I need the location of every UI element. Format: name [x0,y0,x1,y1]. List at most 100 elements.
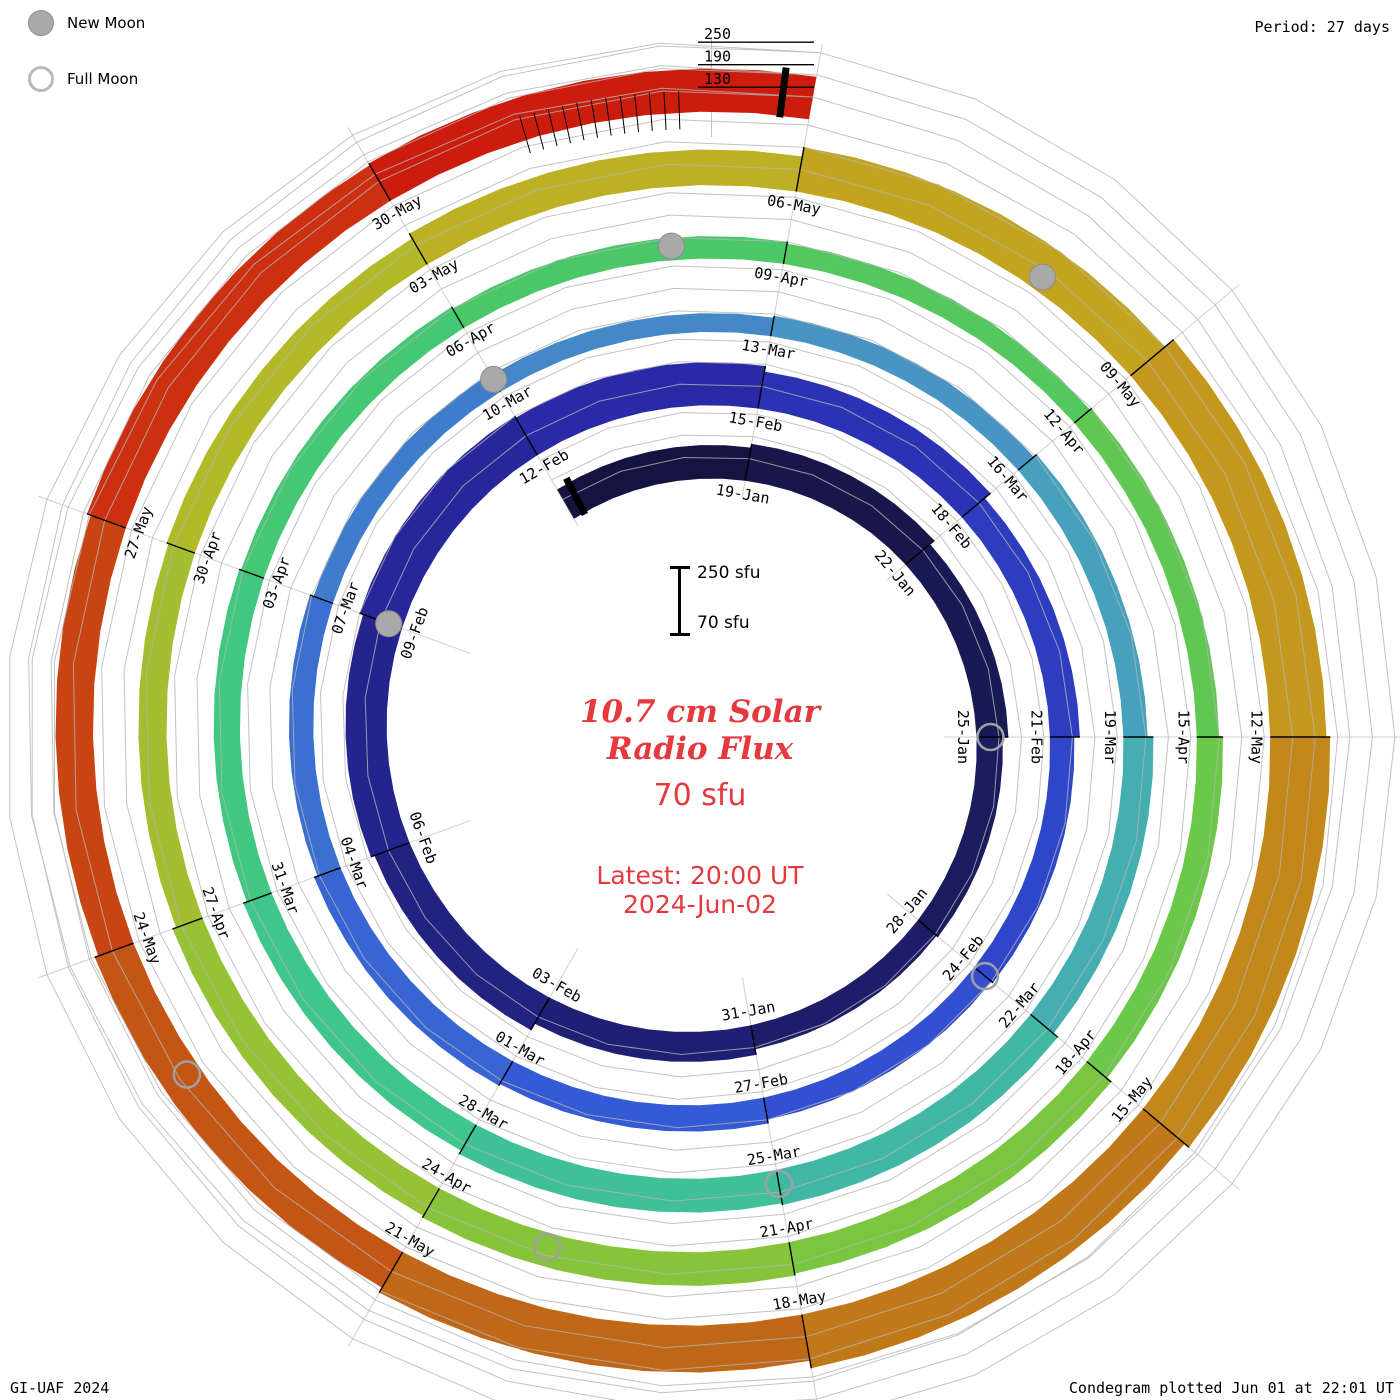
full-moon-marker [970,961,1000,991]
spiral-start-cap [563,476,589,517]
flux-segment-03-Feb [374,842,550,1031]
full-moon-icon [28,66,54,92]
flux-segment-30-Apr [166,238,428,554]
chart-title-line1: 10.7 cm Solar [579,694,821,730]
flux-segment-22-Jan [905,544,1009,737]
flux-segment-07-Mar [313,373,501,604]
flux-scale-labels: 250 sfu 70 sfu [697,563,760,633]
full-moon-marker [172,1060,202,1089]
current-flux-value: 70 sfu [653,778,747,813]
date-label: 13-Mar [740,336,796,363]
flux-segment-28-Mar [243,893,477,1151]
new-moon-marker [657,232,685,260]
flux-scale: 250 sfu 70 sfu [669,563,760,636]
new-moon-marker [480,365,508,393]
radial-axis: 130 190 250 [698,25,814,88]
flux-segment-21-May [94,943,403,1288]
flux-segment-27-Feb [499,1061,769,1132]
scale-max-label: 250 sfu [697,563,761,583]
flux-segment-21-Feb [974,737,1075,983]
flux-segment-18-May [379,1252,810,1373]
radial-axis-label: 250 [704,25,731,43]
date-label: 25-Jan [954,710,972,764]
flux-segment-30-May [368,68,817,201]
flux-segment-24-May [55,515,134,956]
flux-segment-03-May [409,149,803,265]
date-label: 09-Apr [753,264,809,291]
flux-segment-27-May [87,165,391,528]
flux-segment-10-Mar [491,313,774,392]
date-label: 06-May [766,191,822,218]
full-moon-legend-item: Full Moon [28,64,145,94]
flux-segment-12-May [1143,737,1331,1148]
flux-scale-ibeam [669,566,690,636]
flux-gridlines [9,42,1396,1400]
date-label: 21-Apr [758,1214,814,1241]
date-label: 15-Feb [727,408,783,435]
flux-segment-28-Jan [750,920,937,1050]
date-label: 21-Feb [1027,710,1045,764]
latest-date-label: 2024-Jun-02 [623,890,777,919]
flux-segment-18-Feb [961,498,1080,737]
flux-segment-18-Apr [789,1061,1112,1274]
flux-segment-12-Feb [515,362,766,456]
flux-segment-01-Mar [314,867,513,1086]
date-label: 15-Apr [1174,710,1192,764]
flux-segment-24-Feb [763,967,992,1120]
flux-segment-04-Mar [289,595,341,877]
flux-segment-19-Jan [745,443,935,565]
flux-segment-06-Feb [345,614,410,857]
new-moon-marker [1028,263,1056,291]
flux-segment-25-Mar [459,1124,783,1213]
moon-legend: New Moon Full Moon [28,8,145,120]
flux-segment-16-Jan [557,445,751,519]
flux-segment-09-May [1130,339,1327,737]
flux-segment-31-Jan [534,997,757,1062]
chart-center-text: 10.7 cm Solar Radio Flux 70 sfu Latest: … [380,694,1020,919]
date-label: 31-Jan [720,998,776,1025]
radial-axis-label: 130 [704,70,731,88]
flux-segment-03-Apr [240,306,464,579]
full-moon-label: Full Moon [67,70,139,88]
date-label: 27-Feb [733,1070,789,1097]
full-moon-marker [533,1232,562,1262]
credit-label: GI-UAF 2024 [10,1379,110,1397]
flux-segment-06-May [796,147,1166,376]
flux-segment-31-Mar [213,569,272,902]
plotted-timestamp: Condegram plotted Jun 01 at 22:01 UT [1068,1379,1394,1397]
new-moon-label: New Moon [67,14,146,32]
flux-segment-15-May [801,1108,1185,1369]
flux-segment-25-Jan [918,737,1003,937]
date-label: 18-May [771,1287,827,1314]
flux-segment-09-Feb [359,416,538,629]
flux-segment-13-Mar [770,315,1034,471]
new-moon-legend-item: New Moon [28,8,145,38]
date-label: 12-May [1248,710,1266,764]
date-label: 25-Mar [746,1142,802,1169]
new-moon-icon [28,10,54,36]
flux-spiral-bars [55,68,1331,1373]
flux-segment-24-Apr [172,918,440,1216]
flux-segment-21-Apr [422,1188,795,1286]
full-moon-marker [976,722,1005,752]
flux-segment-16-Mar [1018,454,1148,737]
new-moon-marker [375,610,403,638]
scale-min-label: 70 sfu [697,613,750,633]
period-label: Period: 27 days [1254,18,1390,36]
moon-markers [172,232,1056,1262]
flux-segment-19-Mar [1030,737,1154,1034]
flux-segment-15-Feb [757,371,991,518]
full-moon-marker [764,1169,794,1199]
latest-time-label: Latest: 20:00 UT [596,861,804,890]
radial-axis-label: 190 [704,48,731,66]
flux-segment-09-Apr [783,243,1091,423]
flux-segment-15-Apr [1086,737,1223,1079]
chart-title-line2: Radio Flux [606,731,794,767]
daily-tick-comb [519,91,681,154]
flux-segment-27-Apr [138,543,203,928]
date-label: 19-Mar [1101,710,1119,764]
flux-segment-06-Apr [452,236,788,328]
date-label: 19-Jan [715,481,771,508]
